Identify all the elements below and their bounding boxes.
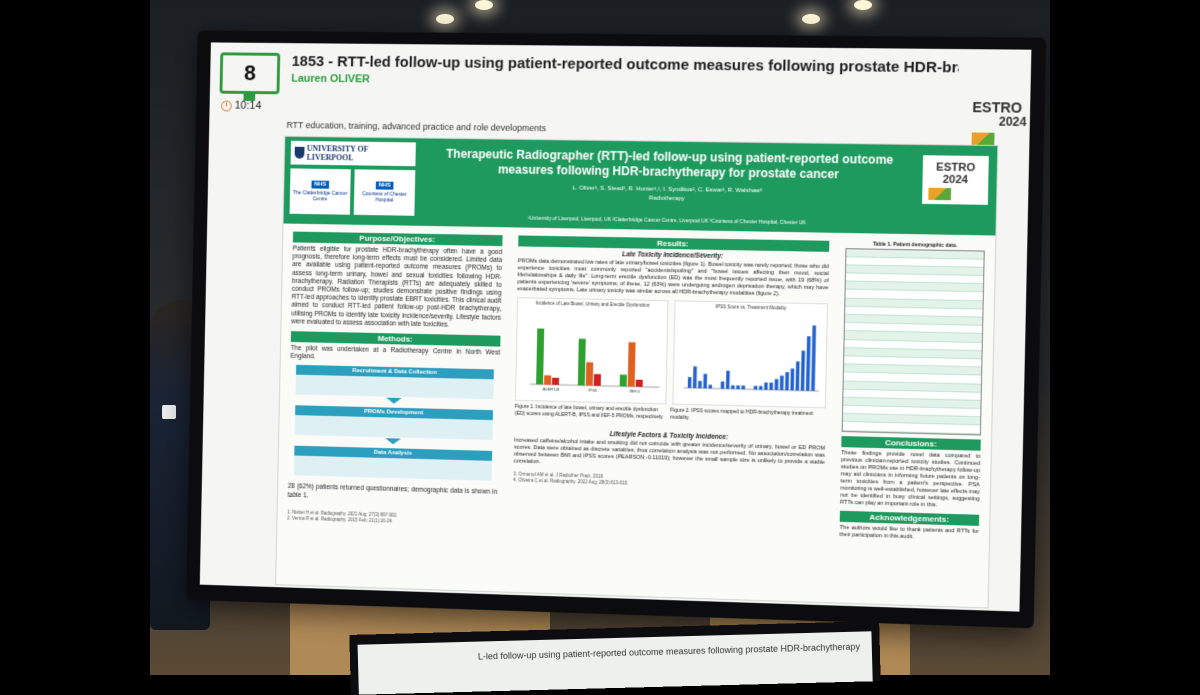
bar	[754, 386, 758, 390]
monitor-screen: 8 1853 - RTT-led follow-up using patient…	[200, 42, 1032, 611]
estro-mark-icon	[972, 132, 995, 144]
coffee-cup	[162, 405, 176, 419]
bar	[693, 366, 697, 388]
countess-logo: NHS Countess of Chester Hospital	[354, 169, 416, 215]
bar	[620, 375, 627, 387]
bar	[726, 371, 730, 389]
session-title: 1853 - RTT-led follow-up using patient-r…	[292, 53, 959, 76]
bar	[806, 336, 811, 391]
bar	[731, 385, 735, 389]
references-middle: 3. Ormerod AM et al. J Radiother Pract. …	[513, 471, 824, 492]
results-text: PROMs data demonstrated low rates of lat…	[517, 258, 829, 299]
poster-authors: L. Oliver¹, S. Stead², R. Hunter¹,¹, I. …	[430, 182, 908, 207]
bar	[636, 380, 643, 387]
ceiling-light	[475, 0, 493, 10]
figure-2-caption: Figure 2. IPSS scores mapped to HDR-brac…	[670, 408, 822, 425]
bar	[578, 339, 586, 386]
monitor: 8 1853 - RTT-led follow-up using patient…	[186, 31, 1046, 629]
arrow-down-icon	[385, 439, 401, 445]
bar	[688, 377, 692, 388]
estro-mark-icon	[928, 188, 951, 201]
bar	[536, 328, 544, 384]
affiliations: ¹University of Liverpool, Liverpool, UK …	[430, 214, 907, 228]
bar	[811, 325, 816, 390]
second-monitor-screen: L-led follow-up using patient-reported o…	[358, 631, 873, 694]
timer: 10:14	[221, 100, 261, 112]
estro-logo: ESTRO 2024	[972, 100, 1022, 145]
bar	[628, 342, 636, 387]
bar	[586, 362, 593, 385]
tick-label: IPSS	[588, 388, 598, 393]
flow-step-body	[296, 375, 494, 400]
shield-icon	[295, 147, 304, 159]
institution-logos: UNIVERSITY OF LIVERPOOL NHS The Clatterb…	[289, 141, 415, 222]
ceiling-light	[802, 14, 820, 24]
bar	[708, 385, 712, 389]
bar	[552, 378, 559, 385]
session-header: 8 1853 - RTT-led follow-up using patient…	[219, 48, 1021, 116]
references-left: 1. Nisbet H et al. Radiography. 2021 Aug…	[287, 509, 497, 527]
bar	[736, 385, 740, 389]
right-column: Table 1. Patient demographic data. Concl…	[839, 241, 985, 543]
poster-banner: UNIVERSITY OF LIVERPOOL NHS The Clatterb…	[284, 137, 998, 236]
bar	[594, 374, 601, 386]
timer-value: 10:14	[235, 100, 262, 112]
figure-1-chart: Incidence of Late Bowel, Urinary and Ere…	[515, 297, 669, 404]
bar	[769, 383, 773, 390]
acknowledgements-text: The authors would like to thank patients…	[839, 524, 979, 542]
bar	[775, 379, 779, 390]
bar	[764, 382, 768, 389]
second-monitor-title: L-led follow-up using patient-reported o…	[478, 642, 860, 662]
purpose-heading: Purpose/Objectives:	[293, 232, 503, 247]
arrow-down-icon	[386, 398, 402, 404]
poster-number-badge: 8	[219, 52, 280, 94]
bar	[721, 381, 725, 388]
university-logo: UNIVERSITY OF LIVERPOOL	[291, 141, 416, 166]
conclusions-heading: Conclusions:	[841, 436, 980, 451]
scientific-poster: UNIVERSITY OF LIVERPOOL NHS The Clatterb…	[275, 136, 998, 609]
figure-2-title: IPSS Score vs. Treatment Modality	[675, 301, 827, 311]
figure-1-caption: Figure 1. Incidence of late bowel, urina…	[515, 404, 665, 421]
conclusions-text: These findings provide novel data compar…	[840, 450, 980, 511]
bar	[780, 376, 784, 391]
bar	[801, 351, 805, 391]
bar	[790, 369, 794, 391]
presenter-name: Lauren OLIVER	[291, 73, 370, 86]
ceiling-light	[854, 0, 872, 10]
demographic-table	[842, 248, 985, 435]
ceiling-light	[436, 14, 454, 24]
methods-text: The pilot was undertaken at a Radiothera…	[290, 345, 500, 366]
results-charts: Incidence of Late Bowel, Urinary and Ere…	[515, 297, 828, 408]
bar	[703, 374, 707, 389]
left-column: Purpose/Objectives: Patients eligible fo…	[287, 232, 502, 528]
second-monitor: L-led follow-up using patient-reported o…	[349, 621, 880, 695]
tick-label: ALERT-B	[543, 386, 560, 391]
bar	[759, 386, 763, 390]
poster-title: Therapeutic Radiographer (RTT)-led follo…	[431, 147, 909, 184]
bar	[544, 375, 551, 384]
lifestyle-text: Increased caffeine/alcohol intake and sm…	[514, 438, 825, 474]
figure-1-title: Incidence of Late Bowel, Urinary and Ere…	[518, 298, 668, 308]
purpose-text: Patients eligible for prostate HDR-brach…	[291, 245, 502, 330]
clatterbridge-logo: NHS The Clatterbridge Cancer Centre	[290, 168, 351, 214]
clock-icon	[221, 100, 232, 111]
tick-label: IIEF-5	[629, 388, 641, 393]
acknowledgements-heading: Acknowledgements:	[840, 510, 979, 525]
session-track: RTT education, training, advanced practi…	[286, 120, 546, 133]
figure-2-svg	[673, 311, 826, 405]
flow-step-body	[295, 416, 493, 441]
flow-step-body	[294, 456, 492, 481]
figure-2-chart: IPSS Score vs. Treatment Modality	[672, 300, 828, 408]
returned-text: 28 (62%) patients returned questionnaire…	[288, 483, 498, 505]
poster-estro-logo: ESTRO 2024	[922, 155, 989, 205]
figure-1-svg: ALERT-B IPSS IIEF-5	[516, 308, 667, 401]
bar	[796, 361, 800, 390]
middle-column: Results: Late Toxicity Incidence/Severit…	[513, 235, 829, 492]
methods-flowchart: Recruitment & Data Collection PROMs Deve…	[288, 365, 500, 481]
bar	[742, 386, 746, 390]
methods-heading: Methods:	[291, 331, 501, 346]
bar	[698, 381, 702, 388]
bar	[785, 372, 789, 390]
